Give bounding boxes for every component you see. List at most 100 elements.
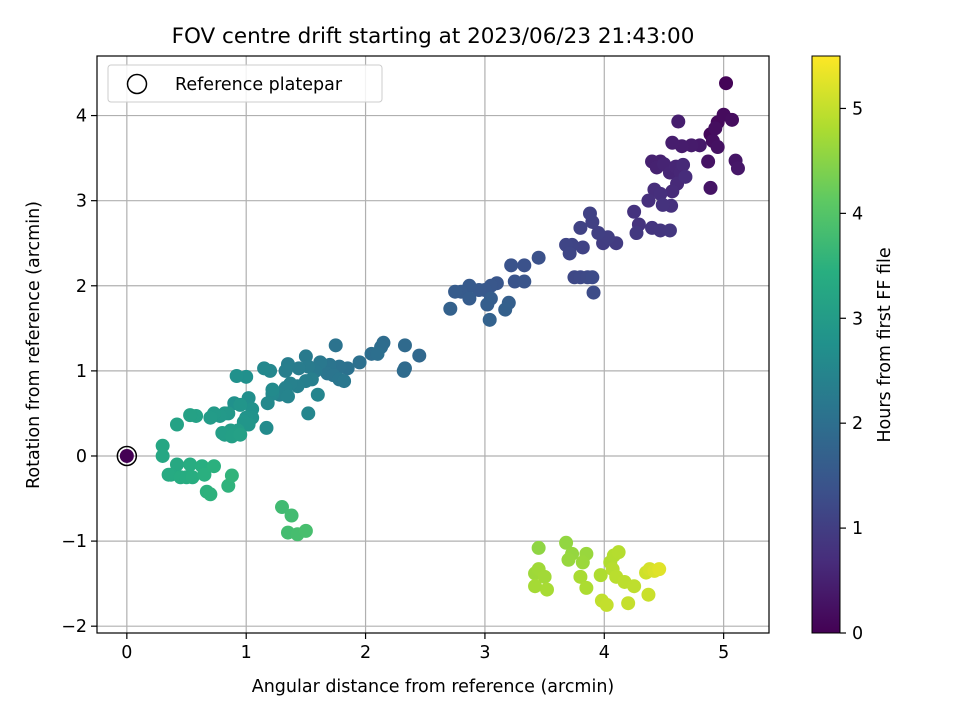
data-point xyxy=(233,397,248,412)
y-axis-ticks: −2 −1 0 1 2 3 4 xyxy=(61,107,97,637)
x-tick-label: 5 xyxy=(718,643,729,663)
data-point xyxy=(517,258,532,273)
x-axis-ticks: 0 1 2 3 4 5 xyxy=(121,633,729,663)
y-tick-label: 4 xyxy=(76,107,87,127)
data-point xyxy=(370,346,385,361)
data-point xyxy=(183,457,198,472)
data-point xyxy=(337,374,352,389)
colorbar-label: Hours from first FF file xyxy=(875,247,895,442)
data-point xyxy=(284,508,299,523)
data-point xyxy=(621,596,636,611)
y-tick-label: 2 xyxy=(76,277,87,297)
plot-area xyxy=(97,56,769,633)
colorbar-tick-label: 5 xyxy=(852,99,863,119)
legend-entry-reference: Reference platepar xyxy=(175,75,343,95)
data-point xyxy=(641,587,656,602)
data-point xyxy=(183,408,198,423)
data-point xyxy=(671,114,686,129)
data-point xyxy=(629,226,644,241)
data-point xyxy=(575,240,590,255)
data-point xyxy=(599,597,614,612)
data-point xyxy=(396,363,411,378)
data-point xyxy=(531,540,546,555)
data-point xyxy=(730,161,745,176)
data-point xyxy=(641,193,656,208)
data-point xyxy=(169,417,184,432)
data-point xyxy=(397,338,412,353)
x-tick-label: 2 xyxy=(360,643,371,663)
data-point xyxy=(562,246,577,261)
data-point xyxy=(224,468,239,483)
data-point xyxy=(710,140,725,155)
x-axis-label: Angular distance from reference (arcmin) xyxy=(252,677,615,697)
data-point xyxy=(665,184,680,199)
data-point xyxy=(573,220,588,235)
colorbar-frame xyxy=(811,55,841,634)
data-point xyxy=(531,250,546,265)
data-point xyxy=(119,448,134,463)
data-point xyxy=(517,274,532,289)
y-tick-label: 3 xyxy=(76,192,87,212)
x-tick-label: 0 xyxy=(121,643,132,663)
legend-box xyxy=(107,64,383,103)
data-point xyxy=(662,223,677,238)
data-point xyxy=(259,420,274,435)
data-point xyxy=(586,285,601,300)
plot-frame xyxy=(96,55,770,634)
data-point xyxy=(528,579,543,594)
colorbar xyxy=(812,56,840,633)
data-point xyxy=(352,355,367,370)
colorbar-tick-label: 0 xyxy=(852,624,863,644)
data-point xyxy=(280,389,295,404)
data-point xyxy=(260,396,275,411)
data-point xyxy=(155,448,170,463)
data-point xyxy=(206,459,221,474)
grid xyxy=(97,56,769,633)
data-point xyxy=(579,580,594,595)
data-point xyxy=(561,552,576,567)
y-tick-label: 1 xyxy=(76,362,87,382)
data-point xyxy=(480,297,495,312)
data-point xyxy=(265,382,280,397)
reference-point xyxy=(116,445,138,467)
x-tick-label: 3 xyxy=(479,643,490,663)
data-point xyxy=(155,438,170,453)
data-point xyxy=(724,112,739,127)
data-point xyxy=(482,312,497,327)
data-point xyxy=(233,427,248,442)
data-point xyxy=(575,555,590,570)
data-point xyxy=(504,258,519,273)
x-tick-label: 4 xyxy=(599,643,610,663)
data-point xyxy=(498,302,513,317)
colorbar-ticks: 0 1 2 3 4 5 xyxy=(840,99,863,644)
data-point xyxy=(655,197,670,212)
data-points xyxy=(119,76,745,612)
data-point xyxy=(573,569,588,584)
data-point xyxy=(185,470,200,485)
data-point xyxy=(665,135,680,150)
data-point xyxy=(703,180,718,195)
data-point xyxy=(611,545,626,560)
data-point xyxy=(627,204,642,219)
data-point xyxy=(678,169,693,184)
y-tick-label: −2 xyxy=(61,617,87,637)
colorbar-tick-label: 1 xyxy=(852,519,863,539)
data-point xyxy=(559,535,574,550)
data-point xyxy=(278,363,293,378)
colorbar-tick-label: 2 xyxy=(852,414,863,434)
data-point xyxy=(301,406,316,421)
data-point xyxy=(310,387,325,402)
data-point xyxy=(593,568,608,583)
data-point xyxy=(591,226,606,241)
data-point xyxy=(708,121,723,136)
data-point xyxy=(197,467,212,482)
data-point xyxy=(229,368,244,383)
y-tick-label: −1 xyxy=(61,532,87,552)
x-tick-label: 1 xyxy=(241,643,252,663)
reference-marker xyxy=(116,445,138,467)
colorbar-tick-label: 4 xyxy=(852,204,863,224)
data-point xyxy=(412,348,427,363)
data-point xyxy=(537,569,552,584)
y-tick-label: 0 xyxy=(76,447,87,467)
